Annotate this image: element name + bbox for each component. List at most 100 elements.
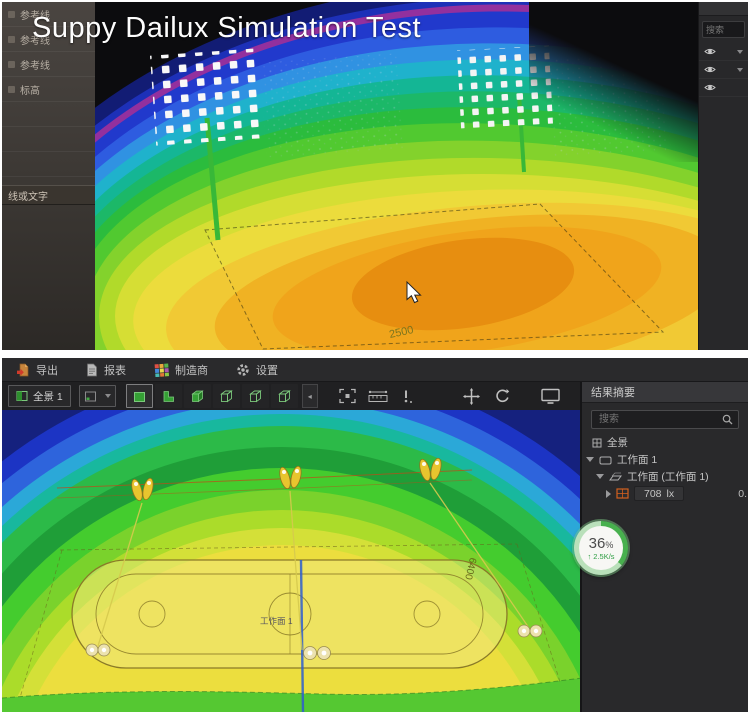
eye-icon[interactable] [704, 82, 716, 93]
pan-move-icon [463, 387, 481, 405]
chevron-down-icon[interactable] [737, 67, 743, 72]
results-search-input[interactable] [597, 413, 718, 426]
cube-iso-icon [191, 389, 204, 402]
surface-icon [609, 472, 622, 480]
caret-down-icon[interactable] [586, 457, 594, 462]
progress-ring: 36% ↑ 2.5K/s [574, 521, 628, 575]
progress-ring-inner: 36% ↑ 2.5K/s [579, 526, 623, 570]
top-app-window: Suppy Dailux Simulation Test 参考线 参考线 参考线… [2, 2, 748, 350]
cube-iso-icon [219, 389, 233, 402]
download-progress-badge[interactable]: 36% ↑ 2.5K/s [574, 521, 630, 577]
layer-item[interactable]: 标高 [2, 77, 95, 102]
pitch-outline [204, 203, 665, 350]
result-value-chip: 708 lx [634, 486, 685, 501]
mouse-cursor-icon [406, 280, 422, 304]
layer-label: 标高 [20, 85, 40, 97]
toolbar: 全景 1 [2, 382, 582, 410]
annotation-button[interactable] [396, 385, 420, 407]
dropdown-caret-icon[interactable] [104, 394, 111, 398]
search-icon [722, 414, 733, 425]
layer-item[interactable]: 参考线 [2, 27, 95, 52]
pan-button[interactable] [460, 385, 484, 407]
panel-header-stub [699, 2, 748, 16]
layers-panel-footer: 线或文字 [2, 185, 95, 205]
bottom-app-window: 导出 报表 制造商 [2, 358, 748, 712]
visibility-row[interactable] [699, 43, 748, 61]
tree-item-scene[interactable]: 全景 [582, 434, 748, 451]
progress-percent: 36% [588, 534, 614, 552]
workplane-mini-icon [84, 391, 96, 401]
scene-icon [592, 438, 602, 447]
layer-label: 参考线 [20, 60, 50, 72]
menu-item-manufacturer[interactable]: 制造商 [154, 362, 208, 378]
rotate-view-button[interactable] [490, 385, 514, 407]
manufacturer-icon [154, 362, 169, 377]
plan-view[interactable]: 6400 工作面 1 [2, 365, 724, 712]
layer-bullet-icon [8, 85, 15, 93]
layer-bullet-icon [8, 60, 15, 68]
luminaire-cluster [85, 643, 111, 657]
collapse-group-button[interactable]: ◂ [301, 384, 318, 408]
visibility-row[interactable] [699, 79, 748, 97]
caret-down-icon[interactable] [596, 474, 604, 479]
tree-item-result[interactable]: 708 lx 0. [582, 485, 748, 502]
monitor-icon [540, 388, 560, 404]
menubar: 导出 报表 制造商 [2, 358, 748, 382]
caret-right-icon[interactable] [606, 489, 611, 498]
floodlight-array-right [457, 45, 553, 129]
search-input[interactable] [703, 24, 744, 35]
cube-solid-icon [133, 391, 145, 402]
layer-bullet-icon [8, 35, 15, 43]
luminaire-pair [131, 477, 154, 502]
search-field-small[interactable] [702, 21, 745, 38]
visibility-panel [698, 2, 748, 350]
contour-bands [2, 2, 748, 350]
results-panel: 结果摘要 全景 [580, 382, 748, 712]
display-mode-cube-outline[interactable] [212, 384, 240, 408]
menu-item-report[interactable]: 报表 [86, 362, 126, 378]
menu-item-export[interactable]: 导出 [16, 362, 58, 378]
result-extra-value: 0. [738, 487, 747, 500]
contour-value-label: 6400 [462, 556, 478, 581]
display-mode-cube-outline[interactable] [241, 384, 269, 408]
display-mode-cube-outline[interactable] [270, 384, 298, 408]
rotate-icon [496, 389, 509, 403]
3d-view-top[interactable]: 2500 [2, 2, 748, 350]
layer-item-empty[interactable] [2, 102, 95, 127]
menu-item-settings[interactable]: 设置 [236, 362, 278, 378]
fullscreen-monitor-button[interactable] [538, 385, 562, 407]
results-panel-header: 结果摘要 [582, 382, 748, 403]
layer-item-empty[interactable] [2, 127, 95, 152]
display-mode-lshape[interactable] [154, 384, 182, 408]
workplane-label: 工作面 1 [260, 616, 293, 626]
display-mode-filled[interactable] [125, 384, 153, 408]
illuminance-3d-field: 2500 [2, 2, 748, 350]
result-unit: lx [666, 487, 675, 500]
scene-selector-button[interactable]: 全景 1 [8, 385, 71, 407]
tree-item-surface[interactable]: 工作面 (工作面 1) [582, 468, 748, 485]
workplane-icon [599, 456, 612, 464]
view-mode-button[interactable] [78, 385, 116, 407]
display-mode-cube-filled[interactable] [183, 384, 211, 408]
visibility-row[interactable] [699, 61, 748, 79]
luminaire-cluster [517, 624, 543, 638]
ruler-icon [368, 390, 388, 402]
tree-item-workplane[interactable]: 工作面 1 [582, 451, 748, 468]
panorama-icon [16, 391, 28, 401]
luminaire-pair [279, 465, 302, 490]
layer-item-empty[interactable] [2, 152, 95, 177]
measure-button[interactable] [366, 385, 390, 407]
layer-item[interactable]: 参考线 [2, 52, 95, 77]
luminaire-pair [419, 457, 442, 482]
layer-label: 参考线 [20, 35, 50, 47]
stadium-outline [71, 559, 508, 669]
eye-icon[interactable] [704, 46, 716, 57]
chevron-down-icon[interactable] [737, 49, 743, 54]
title-overlay: Suppy Dailux Simulation Test [32, 12, 422, 44]
zoom-fit-button[interactable] [336, 385, 360, 407]
layer-item[interactable]: 参考线 [2, 2, 95, 27]
eye-icon[interactable] [704, 64, 716, 75]
results-search-field[interactable] [591, 410, 739, 429]
bottom-green-band [2, 678, 582, 712]
layer-bullet-icon [8, 10, 15, 18]
